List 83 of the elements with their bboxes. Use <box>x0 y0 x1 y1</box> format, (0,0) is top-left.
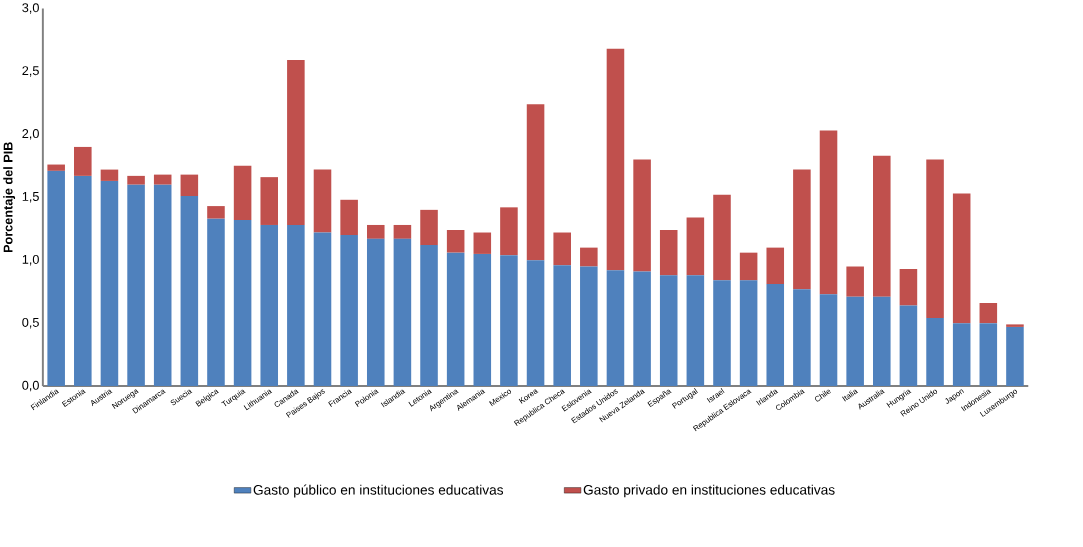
bar <box>287 60 305 225</box>
bar <box>100 180 119 386</box>
bar <box>127 184 145 386</box>
bar <box>127 175 145 185</box>
bar <box>580 247 598 267</box>
bar <box>553 232 571 266</box>
bar <box>446 252 465 386</box>
bar <box>873 296 891 386</box>
bar <box>207 218 225 386</box>
bar <box>873 155 891 297</box>
bar <box>233 219 252 386</box>
bar <box>899 268 918 306</box>
bar <box>713 194 731 281</box>
bar <box>846 296 864 386</box>
bar <box>899 305 918 386</box>
bar <box>340 199 358 235</box>
bar <box>553 265 571 386</box>
bar <box>180 195 199 386</box>
bar <box>473 232 492 254</box>
bar <box>446 229 465 253</box>
bar <box>979 302 998 324</box>
bar <box>47 170 65 386</box>
bar <box>633 271 651 386</box>
bar <box>686 275 705 386</box>
bar <box>739 280 758 386</box>
bar <box>313 232 332 386</box>
bar <box>659 275 678 386</box>
bar <box>819 294 838 386</box>
bar <box>526 260 545 386</box>
bar <box>793 169 811 290</box>
bar <box>979 323 998 386</box>
bar <box>74 175 92 386</box>
bar <box>366 238 385 386</box>
bar <box>793 289 811 386</box>
bar <box>153 174 172 185</box>
bar <box>153 184 172 386</box>
bar <box>952 193 971 324</box>
bar <box>180 174 199 196</box>
bar <box>74 146 92 176</box>
bar <box>926 318 944 386</box>
y-tick-label: 0,5 <box>22 317 39 329</box>
bar <box>766 247 785 285</box>
bar <box>633 159 651 272</box>
y-tick-label: 2,5 <box>22 66 39 77</box>
bar <box>340 234 358 386</box>
y-tick-label: 3,0 <box>22 3 39 14</box>
bar <box>766 284 785 386</box>
bar <box>1006 326 1024 386</box>
legend-label: Gasto público en instituciones educativas <box>253 484 504 498</box>
bar <box>846 266 864 297</box>
bar <box>260 177 279 225</box>
bar <box>366 224 385 239</box>
bar <box>420 209 438 246</box>
bar <box>526 104 545 261</box>
bar <box>500 255 518 386</box>
bar <box>100 169 119 181</box>
bar <box>1006 324 1024 327</box>
bar <box>713 280 731 386</box>
bar <box>287 224 305 386</box>
bar <box>420 245 438 386</box>
bar <box>606 270 625 386</box>
y-tick-label: 1,5 <box>22 192 39 203</box>
bar <box>47 164 65 171</box>
bar <box>606 48 625 271</box>
bar <box>686 217 705 276</box>
bar <box>260 224 279 386</box>
bar <box>500 207 518 256</box>
bar <box>952 323 971 386</box>
bar <box>393 238 412 386</box>
bar <box>233 165 252 220</box>
bar <box>207 206 225 219</box>
bar <box>739 252 758 281</box>
bar <box>819 130 838 295</box>
y-tick-label: 1,0 <box>22 254 39 266</box>
bar <box>659 229 678 276</box>
bar <box>473 253 492 386</box>
bar <box>313 169 332 233</box>
y-axis-title: Porcentaje del PIB <box>3 142 16 253</box>
legend-label: Gasto privado en instituciones educativas <box>583 484 835 498</box>
bar <box>926 159 944 319</box>
y-tick-label: 2,0 <box>22 129 39 140</box>
bar <box>393 224 412 239</box>
bar <box>580 266 598 386</box>
